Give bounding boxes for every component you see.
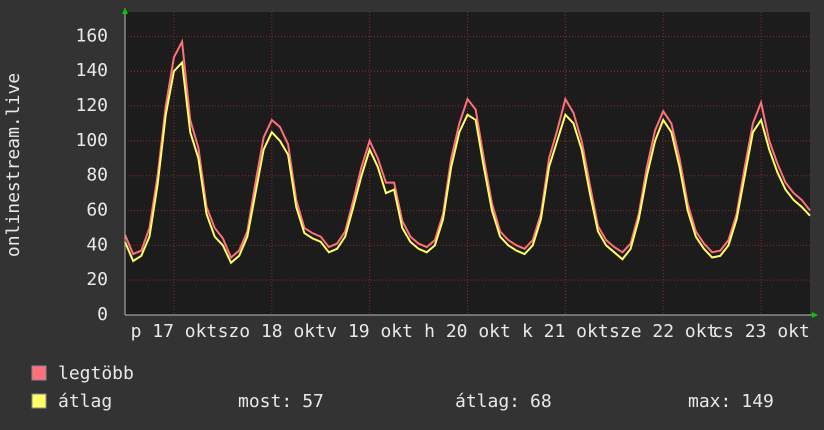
legend-swatch <box>31 393 47 409</box>
x-tick-label: h 20 okt <box>424 321 511 342</box>
lines <box>124 38 811 265</box>
y-tick-label: 0 <box>97 304 108 325</box>
x-tick-label: sze 22 okt <box>609 321 717 342</box>
x-tick-label: v 19 okt <box>326 321 413 342</box>
stat-value: 68 <box>530 391 552 412</box>
stat-value: 149 <box>741 391 774 412</box>
y-axis-label: onlinestream.live <box>3 73 24 257</box>
stat-label: most: <box>238 391 292 412</box>
stat: most: 57 <box>238 391 324 412</box>
stat-label: max: <box>688 391 731 412</box>
legend-swatch <box>31 365 47 381</box>
y-tick-label: 140 <box>75 60 108 81</box>
axis-arrow <box>122 8 128 14</box>
series-line <box>124 60 811 265</box>
x-tick-label: p 17 okt <box>131 321 218 342</box>
stat-label: átlag: <box>455 391 520 412</box>
x-tick-label: szo 18 okt <box>218 321 326 342</box>
x-tick-label: k 21 okt <box>522 321 609 342</box>
y-tick-label: 100 <box>75 130 108 151</box>
series-line <box>124 38 811 260</box>
y-tick-label: 160 <box>75 25 108 46</box>
stat-value: 57 <box>302 391 324 412</box>
stat: max: 149 <box>688 391 774 412</box>
y-tick-label: 80 <box>86 165 108 186</box>
y-tick-label: 60 <box>86 200 108 221</box>
grid <box>125 12 810 316</box>
x-tick-label: cs 23 okt <box>712 321 810 342</box>
legend-label: legtöbb <box>58 363 134 384</box>
y-tick-label: 40 <box>86 234 108 255</box>
stat: átlag: 68 <box>455 391 552 412</box>
legend-label: átlag <box>58 391 112 412</box>
y-tick-label: 20 <box>86 269 108 290</box>
axis-arrow <box>812 312 818 318</box>
y-tick-label: 120 <box>75 95 108 116</box>
